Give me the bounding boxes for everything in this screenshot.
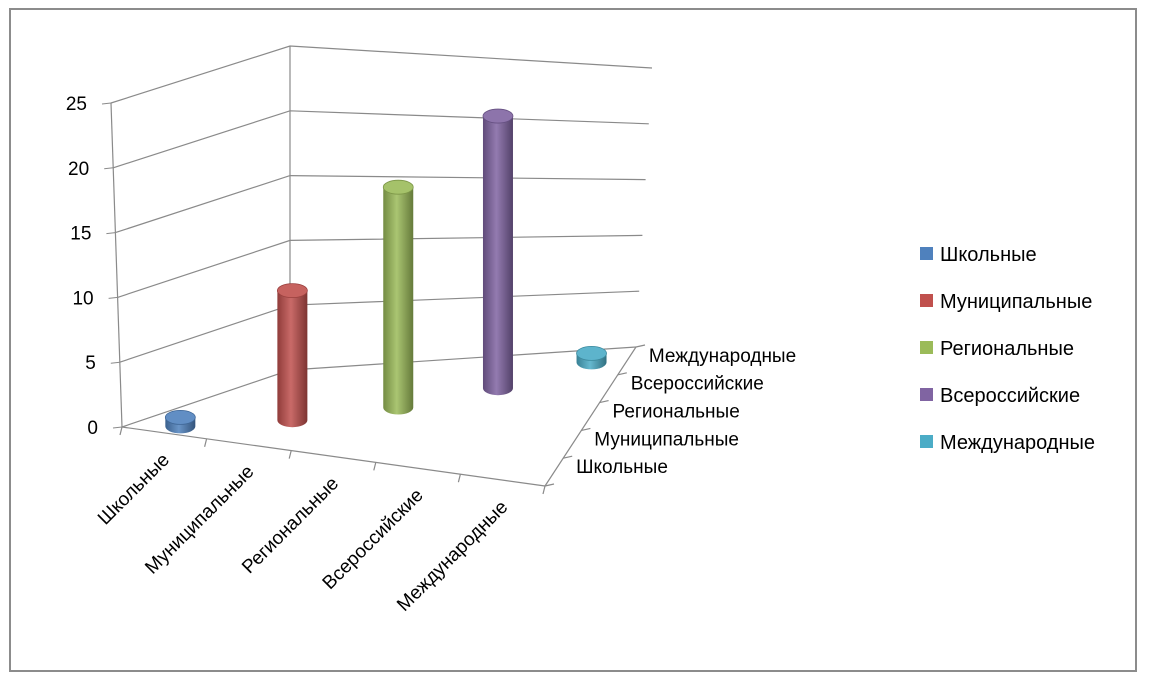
bar-top (164, 409, 196, 425)
y-tick-mark (112, 426, 123, 429)
legend-label: Региональные (940, 338, 1074, 360)
legend-swatch (920, 247, 933, 260)
bar-top (482, 108, 514, 124)
depth-category-label: Всероссийские (631, 374, 764, 395)
bar-муниципальные (276, 283, 308, 428)
bar-top (276, 283, 308, 299)
x-category-label: Региональные (238, 473, 343, 578)
legend-label: Школьные (940, 244, 1037, 266)
legend-swatch (920, 435, 933, 448)
depth-tick-mark (635, 344, 646, 348)
y-tick-mark (108, 296, 118, 299)
bar-всероссийские (482, 108, 514, 396)
legend-item: Школьные (920, 244, 1037, 266)
depth-tick-mark (563, 455, 573, 459)
depth-category-label: Муниципальные (594, 429, 739, 450)
y-tick-label: 0 (87, 418, 98, 439)
gridline (121, 346, 637, 428)
depth-tick-mark (544, 483, 555, 487)
legend-label: Всероссийские (940, 385, 1080, 407)
depth-category-label: Школьные (576, 457, 668, 478)
x-category-label: Школьные (94, 450, 174, 530)
legend-item: Международные (920, 432, 1095, 454)
depth-tick-mark (617, 372, 627, 376)
legend-swatch (920, 294, 933, 307)
y-tick-label: 10 (72, 288, 93, 309)
y-tick-mark (101, 102, 112, 105)
legend-item: Региональные (920, 338, 1074, 360)
y-tick-label: 15 (70, 224, 91, 245)
depth-tick-mark (599, 400, 609, 404)
y-axis-line (110, 102, 123, 428)
gridline (117, 234, 643, 298)
legend-swatch (920, 341, 933, 354)
x-tick-mark (457, 474, 461, 483)
gridline (115, 174, 646, 234)
bar-body (277, 290, 308, 428)
labels-layer: 0 5 10 15 20 25 Школьные Муниципальные Региональ… (66, 94, 796, 616)
bar-top (576, 345, 607, 361)
bar-региональные (382, 179, 414, 415)
chart-frame (9, 8, 1137, 672)
bar-body (383, 187, 414, 415)
x-tick-mark (204, 438, 208, 447)
bar-международные (576, 345, 607, 370)
legend-swatch (920, 388, 933, 401)
y-tick-mark (104, 167, 114, 170)
gridline (113, 110, 649, 169)
depth-axis-line (544, 346, 637, 487)
x-category-label: Всероссийские (319, 485, 428, 594)
bars-layer (164, 108, 607, 434)
x-axis-line (121, 426, 546, 487)
bar-top (382, 179, 414, 195)
y-tick-label: 20 (68, 159, 89, 180)
legend-item: Муниципальные (920, 291, 1092, 313)
x-tick-mark (542, 485, 546, 495)
legend-label: Муниципальные (940, 291, 1092, 313)
legend: Школьные Муниципальные Региональные Всеросс… (920, 244, 1095, 454)
x-tick-mark (288, 450, 292, 459)
y-tick-label: 25 (66, 94, 87, 115)
bar-body (482, 116, 513, 396)
depth-tick-mark (581, 427, 591, 431)
y-tick-mark (106, 232, 116, 235)
x-tick-mark (119, 426, 123, 436)
bar-школьные (164, 409, 196, 434)
x-tick-mark (373, 462, 377, 471)
depth-category-label: Международные (649, 346, 796, 367)
legend-item: Всероссийские (920, 385, 1080, 407)
depth-category-label: Региональные (613, 402, 740, 423)
y-tick-mark (110, 361, 120, 364)
gridline (110, 45, 653, 104)
legend-label: Международные (940, 432, 1095, 454)
y-tick-label: 5 (85, 353, 96, 374)
